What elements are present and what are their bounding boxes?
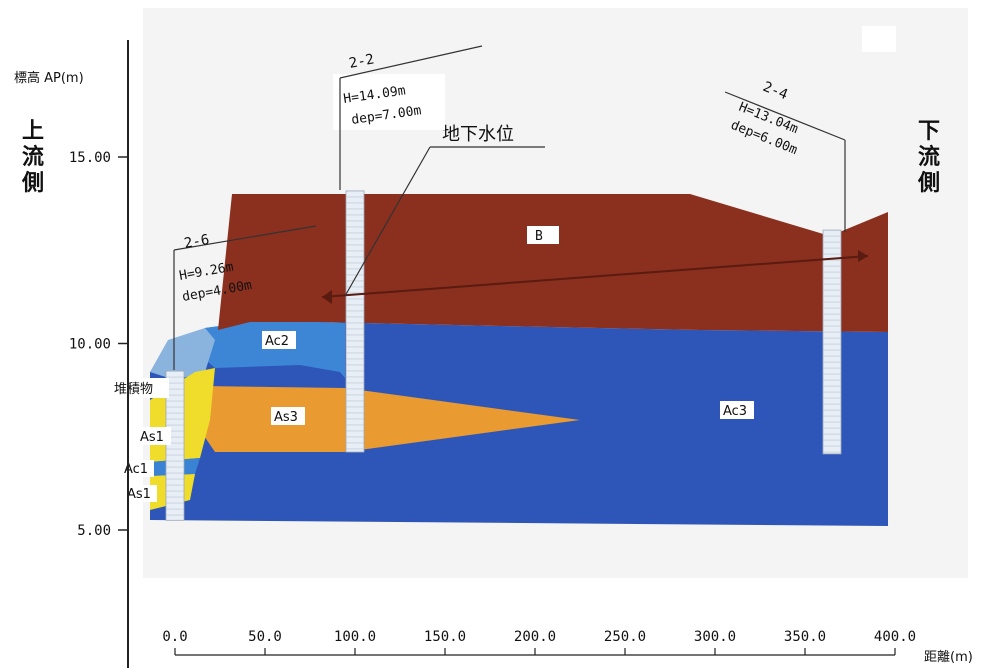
borehole-columns — [165, 190, 842, 521]
layer-label-sediment: 堆積物 — [114, 382, 153, 397]
svg-text:下流側: 下流側 — [917, 119, 940, 196]
borehole-2-6-column — [165, 370, 185, 521]
layer-b — [218, 194, 888, 332]
x-tick-label: 50.0 — [248, 629, 282, 645]
layer-label-ac2: Ac2 — [265, 334, 289, 349]
borehole-2-6-id: 2-6 — [183, 232, 211, 252]
y-tick-label: 5.00 — [77, 523, 111, 539]
layer-label-ac2-box — [262, 331, 296, 349]
groundwater-marker-right — [858, 250, 868, 262]
borehole-2-2-label-box — [333, 74, 445, 130]
layer-label-ac1: Ac1 — [124, 462, 148, 477]
borehole-2-4-leader-top — [724, 91, 846, 141]
layer-label-b-box — [527, 226, 559, 244]
x-tick-label: 250.0 — [604, 629, 646, 645]
downstream-label: 下流側 — [917, 119, 940, 196]
y-axis-ticks: 15.00 10.00 5.00 — [69, 150, 128, 539]
borehole-2-2-id: 2-2 — [348, 51, 376, 72]
y-tick-label: 15.00 — [69, 150, 111, 166]
x-tick-label: 200.0 — [514, 629, 556, 645]
layer-label-sediment-box — [111, 378, 169, 398]
x-axis-label: 距離(m) — [924, 650, 973, 665]
x-tick-label: 350.0 — [784, 629, 826, 645]
y-axis-label: 標高 AP(m) — [14, 70, 84, 86]
groundwater-level-line — [321, 255, 869, 298]
layer-sediment — [150, 328, 215, 380]
groundwater-marker-left — [322, 290, 332, 304]
layer-label-b: B — [535, 229, 543, 244]
x-tick-label: 400.0 — [874, 629, 916, 645]
groundwater-leader-line — [344, 146, 431, 297]
y-tick-label: 10.00 — [69, 337, 111, 353]
layer-label-ac3: Ac3 — [723, 404, 747, 419]
groundwater-label: 地下水位 — [442, 124, 514, 145]
borehole-2-2-leader-top — [339, 45, 483, 79]
x-axis: 0.0 50.0 100.0 150.0 200.0 250.0 300.0 350.0 400… — [162, 629, 916, 656]
layer-label-as1-upper-box — [137, 427, 171, 445]
x-tick-label: 100.0 — [334, 629, 376, 645]
layer-label-ac1-box — [122, 460, 154, 477]
x-tick-label: 300.0 — [694, 629, 736, 645]
svg-text:上流側: 上流側 — [21, 119, 44, 196]
x-tick-label: 150.0 — [424, 629, 466, 645]
borehole-2-2-column — [345, 190, 365, 453]
layer-ac2 — [200, 322, 345, 378]
borehole-2-4-column — [822, 229, 842, 455]
layer-label-as1-lower: As1 — [127, 487, 151, 502]
upstream-label: 上流側 — [21, 119, 44, 196]
layer-label-as3-box — [271, 407, 305, 425]
layer-as3 — [200, 386, 580, 452]
layer-label-as1-upper: As1 — [140, 430, 164, 445]
layer-label-as3: As3 — [274, 410, 298, 425]
borehole-2-6-leader-top — [173, 225, 317, 251]
layer-label-as1-lower-box — [125, 485, 157, 502]
layer-label-ac3-box — [720, 401, 754, 419]
paper-corner — [862, 26, 896, 52]
x-tick-label: 0.0 — [162, 629, 187, 645]
